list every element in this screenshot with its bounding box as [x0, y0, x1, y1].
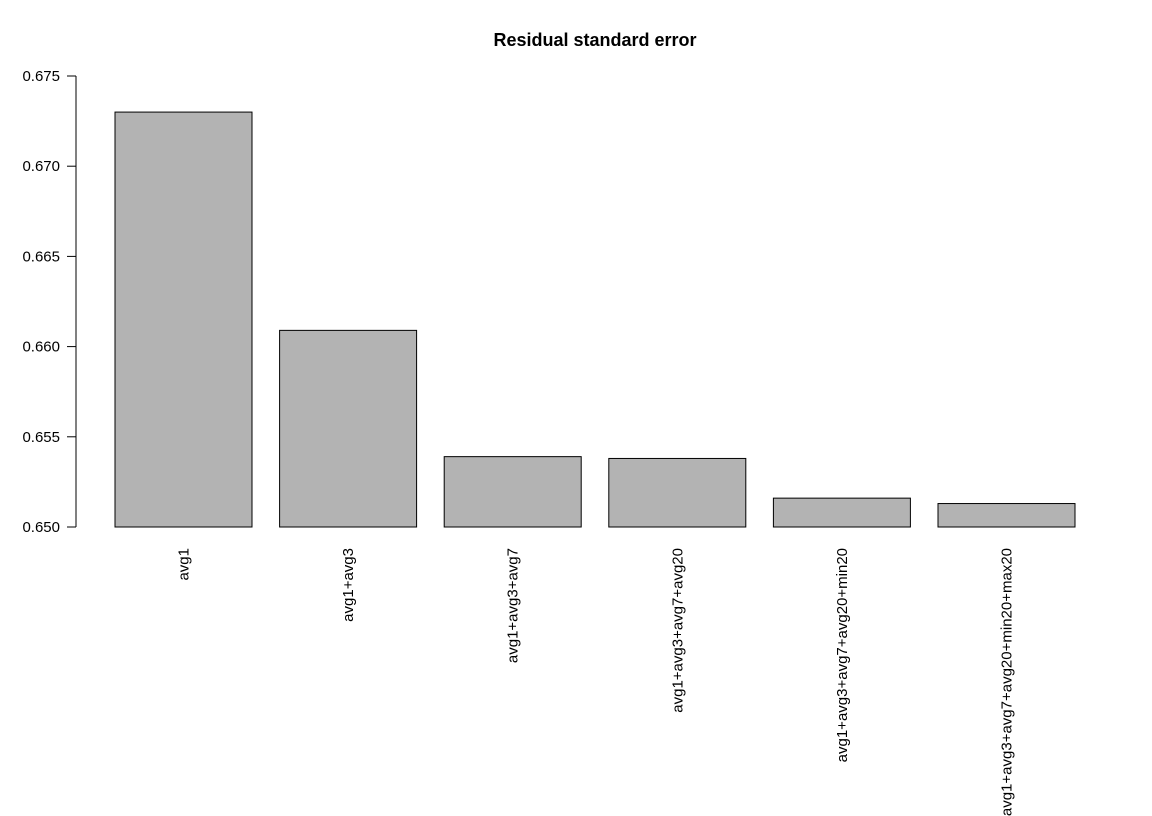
category-label: avg1	[176, 548, 193, 581]
y-tick-label: 0.665	[22, 248, 60, 265]
bar	[279, 329, 418, 528]
bars	[114, 111, 1076, 528]
category-label: avg1+avg3+avg7+avg20+min20	[834, 548, 851, 762]
category-label: avg1+avg3	[340, 548, 357, 622]
category-label: avg1+avg3+avg7+avg20+min20+max20	[999, 548, 1016, 816]
bar	[443, 456, 582, 528]
bar	[114, 111, 253, 528]
y-tick-label: 0.650	[22, 519, 60, 536]
chart-title: Residual standard error	[493, 30, 696, 50]
bar	[608, 457, 747, 528]
y-tick-label: 0.660	[22, 339, 60, 356]
category-label: avg1+avg3+avg7	[505, 548, 522, 663]
y-tick-label: 0.655	[22, 429, 60, 446]
category-label: avg1+avg3+avg7+avg20	[669, 548, 686, 713]
bar	[937, 503, 1076, 528]
category-labels: avg1 avg1+avg3 avg1+avg3+avg7 avg1+avg3+avg…	[176, 548, 1016, 816]
y-tick-label: 0.675	[22, 68, 60, 85]
y-tick-label: 0.670	[22, 158, 60, 175]
bar	[772, 497, 911, 528]
y-axis: 0.650 0.655 0.660 0.665 0.670 0.675	[22, 68, 77, 536]
